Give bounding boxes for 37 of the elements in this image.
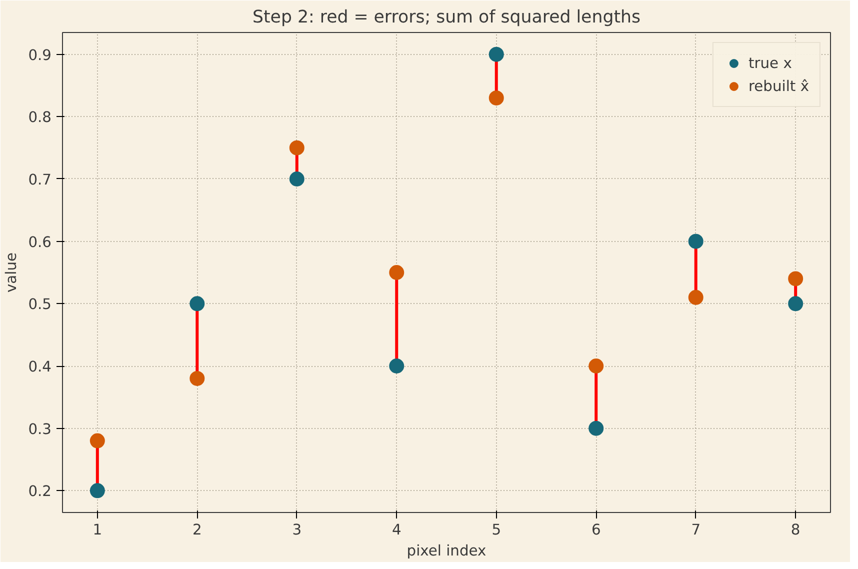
point (190, 296, 205, 312)
y-tick-label: 0.3 (28, 420, 52, 438)
y-tick-label: 0.7 (28, 171, 52, 188)
point (788, 271, 804, 286)
point (488, 90, 504, 106)
point (688, 234, 704, 249)
point (289, 172, 304, 186)
point (788, 296, 804, 312)
y-tick-label: 0.5 (28, 296, 52, 314)
point (190, 370, 205, 386)
y-tick-label: 0.2 (28, 483, 52, 500)
x-tick-label: 4 (392, 522, 402, 538)
point (688, 290, 704, 305)
x-tick-label: 7 (691, 522, 701, 538)
x-tick-label: 8 (790, 522, 800, 538)
x-tick-label: 5 (492, 522, 502, 538)
x-tick-label: 6 (591, 522, 601, 538)
x-tick-label: 1 (92, 522, 102, 538)
legend-label: rebuilt x̂ (748, 78, 809, 94)
point (90, 483, 105, 498)
y-axis-title: value (3, 252, 20, 293)
point (588, 420, 604, 436)
point (90, 433, 105, 448)
y-tick-label: 0.9 (28, 46, 52, 64)
point (289, 140, 304, 156)
point (588, 358, 604, 374)
x-tick-label: 3 (292, 522, 302, 538)
point (389, 358, 404, 374)
legend-label: true x (748, 54, 792, 72)
x-tick-label: 2 (192, 522, 202, 538)
y-tick-label: 0.4 (28, 358, 52, 376)
point (488, 46, 504, 62)
y-tick-label: 0.6 (28, 234, 52, 251)
y-tick-label: 0.8 (28, 109, 52, 126)
chart-title: Step 2: red = errors; sum of squared lengths (252, 8, 641, 28)
point (389, 265, 404, 280)
x-axis-title: pixel index (406, 542, 487, 560)
